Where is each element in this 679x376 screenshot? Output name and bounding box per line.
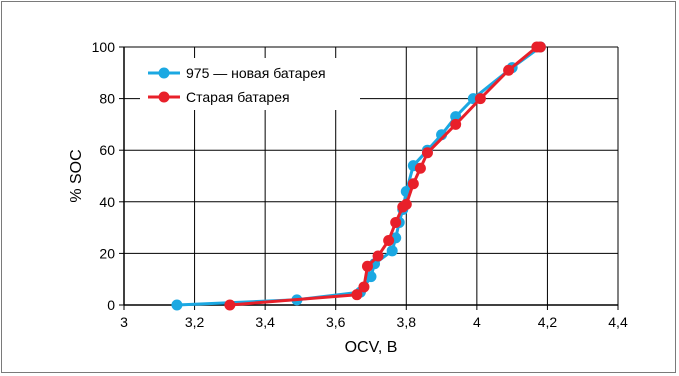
- data-point: [400, 198, 412, 210]
- x-axis-title: OCV, В: [345, 339, 398, 356]
- data-point: [421, 147, 433, 159]
- y-tick-label: 0: [107, 297, 115, 313]
- x-tick-label: 3,8: [397, 314, 417, 330]
- data-point: [407, 178, 419, 190]
- data-point: [171, 299, 183, 311]
- legend: 975 — новая батарея Старая батарея: [140, 58, 360, 110]
- data-point: [351, 289, 363, 301]
- legend-label-old: Старая батарея: [186, 89, 290, 105]
- legend-marker-old: [158, 91, 170, 103]
- y-axis-ticks: 0 20 40 60 80 100: [92, 39, 124, 313]
- x-tick-label: 4,4: [608, 314, 628, 330]
- data-point: [414, 162, 426, 174]
- x-tick-label: 3,2: [185, 314, 205, 330]
- data-point: [503, 64, 515, 76]
- data-point: [365, 271, 377, 283]
- x-tick-label: 3,4: [255, 314, 275, 330]
- data-point: [224, 299, 236, 311]
- data-point: [361, 260, 373, 272]
- data-point: [474, 93, 486, 105]
- data-point: [390, 216, 402, 228]
- data-point: [383, 235, 395, 246]
- y-tick-label: 20: [99, 245, 115, 261]
- data-point: [450, 118, 462, 130]
- series-layer: [171, 41, 546, 311]
- x-tick-label: 3,6: [326, 314, 346, 330]
- x-tick-label: 4,2: [538, 314, 558, 330]
- y-tick-label: 40: [99, 194, 115, 210]
- y-axis-title: % SOC: [68, 149, 85, 202]
- legend-background: [140, 58, 360, 110]
- legend-label-new: 975 — новая батарея: [186, 65, 326, 81]
- data-point: [372, 250, 384, 262]
- legend-marker-new: [158, 67, 170, 79]
- x-tick-label: 3: [120, 314, 128, 330]
- data-point: [534, 41, 546, 53]
- data-point: [358, 281, 370, 293]
- x-axis-ticks: 3 3,2 3,4 3,6 3,8 4 4,2 4,4: [120, 305, 628, 330]
- y-tick-label: 80: [99, 91, 115, 107]
- x-tick-label: 4: [473, 314, 481, 330]
- data-point: [386, 245, 398, 257]
- y-tick-label: 100: [92, 39, 116, 55]
- y-tick-label: 60: [99, 142, 115, 158]
- series-1: [224, 41, 546, 311]
